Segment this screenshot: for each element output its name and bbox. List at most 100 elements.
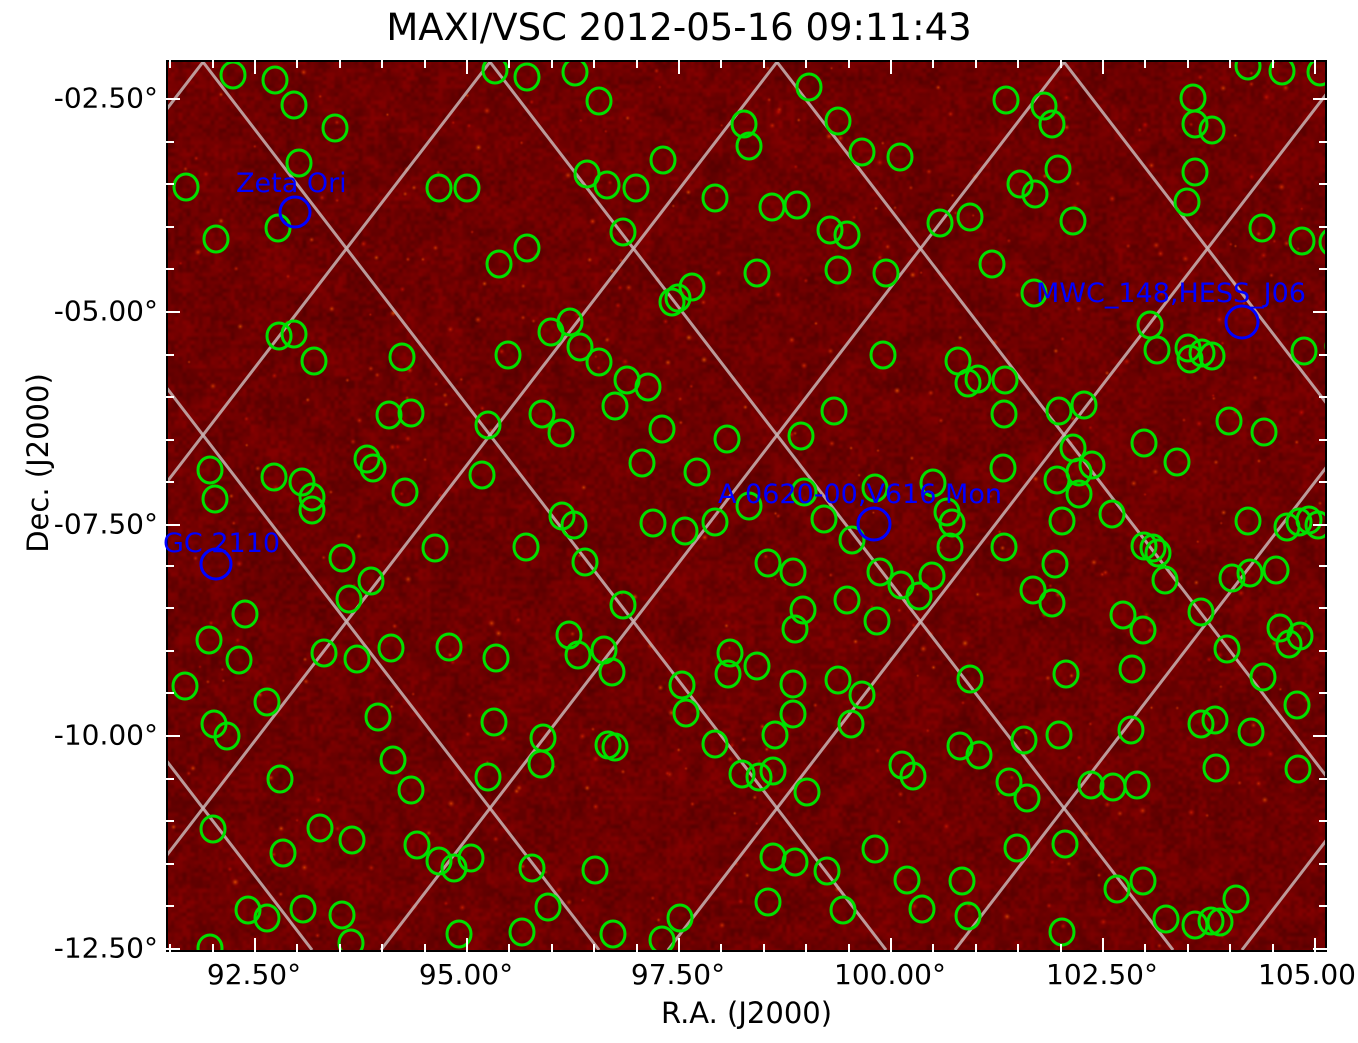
- source-circle: [790, 477, 818, 507]
- source-circle: [683, 457, 711, 487]
- source-circle: [1041, 549, 1069, 579]
- source-circle: [1144, 538, 1172, 568]
- source-circle: [1099, 772, 1127, 802]
- source-circle: [474, 762, 502, 792]
- source-circle: [481, 62, 509, 85]
- axis-tick: [1186, 60, 1189, 68]
- source-circle: [1052, 659, 1080, 689]
- source-circle: [196, 933, 224, 950]
- source-circle: [795, 72, 823, 102]
- source-circle: [1234, 62, 1262, 81]
- axis-tick: [166, 607, 174, 610]
- source-circle: [601, 732, 629, 762]
- source-circle: [861, 473, 889, 503]
- source-circle: [1006, 169, 1034, 199]
- source-circle: [759, 756, 787, 786]
- source-circle: [609, 217, 637, 247]
- axis-tick: [466, 60, 468, 74]
- source-circle: [956, 664, 984, 694]
- source-circle: [613, 365, 641, 395]
- axis-tick: [1313, 524, 1327, 526]
- source-circle: [743, 258, 771, 288]
- source-circle: [1215, 406, 1243, 436]
- source-circle: [793, 777, 821, 807]
- source-circle: [1197, 906, 1225, 936]
- source-circle: [1268, 62, 1296, 86]
- axis-tick: [381, 944, 384, 952]
- source-circle: [518, 853, 546, 883]
- source-circle: [1123, 770, 1151, 800]
- axis-tick: [296, 60, 299, 68]
- source-circle: [779, 669, 807, 699]
- source-circle: [440, 853, 468, 883]
- axis-tick: [166, 438, 174, 441]
- source-circle: [1044, 154, 1072, 184]
- source-circle: [1038, 109, 1066, 139]
- sky-image-panel[interactable]: [166, 60, 1327, 952]
- source-circle: [1109, 600, 1137, 630]
- catalog-label-a0620-00-v616-mon: A 0620-00,V616 Mon: [718, 479, 1002, 510]
- source-circle: [391, 477, 419, 507]
- source-circle: [310, 638, 338, 668]
- source-circle: [298, 482, 326, 512]
- source-circle: [758, 192, 786, 222]
- source-circle: [905, 581, 933, 611]
- source-circle: [816, 215, 844, 245]
- source-circle: [848, 680, 876, 710]
- source-circle: [824, 106, 852, 136]
- source-circle: [379, 745, 407, 775]
- catalog-circle-a0620-00-v616-mon[interactable]: [856, 506, 892, 542]
- source-circle: [1306, 62, 1325, 87]
- source-circle: [918, 561, 946, 591]
- axis-tick: [1271, 60, 1274, 68]
- source-circle: [288, 467, 316, 497]
- axis-tick: [678, 938, 680, 952]
- source-overlay: [168, 62, 1325, 950]
- source-circle: [513, 233, 541, 263]
- source-circle: [474, 410, 502, 440]
- axis-tick: [211, 60, 214, 68]
- source-circle: [527, 749, 555, 779]
- source-circle: [1201, 705, 1229, 735]
- axis-tick: [847, 60, 850, 68]
- source-circle: [1318, 229, 1325, 255]
- source-circle: [494, 340, 522, 370]
- axis-tick: [1059, 60, 1062, 68]
- source-circle: [789, 595, 817, 625]
- source-circle: [388, 342, 416, 372]
- source-circle: [593, 170, 621, 200]
- axis-tick: [805, 60, 808, 68]
- catalog-circle-mwc-148-hess-j06[interactable]: [1224, 304, 1260, 340]
- source-circle: [713, 424, 741, 454]
- x-tick-label: 95.00°: [418, 958, 514, 991]
- source-circle: [926, 208, 954, 238]
- source-circle: [1198, 115, 1226, 145]
- x-axis-title: R.A. (J2000): [660, 996, 833, 1030]
- source-circle: [171, 671, 199, 701]
- axis-tick: [466, 938, 468, 952]
- source-circle: [1098, 499, 1126, 529]
- source-circle: [298, 495, 326, 525]
- source-circle: [754, 887, 782, 917]
- catalog-circle-zeta-ori[interactable]: [278, 195, 312, 229]
- axis-tick: [1313, 98, 1327, 100]
- source-circle: [585, 347, 613, 377]
- axis-tick: [1319, 183, 1327, 186]
- source-circle: [253, 687, 281, 717]
- source-circle: [995, 767, 1023, 797]
- axis-tick: [1059, 944, 1062, 952]
- source-circle: [425, 846, 453, 876]
- source-circle: [639, 508, 667, 538]
- source-circle: [264, 213, 292, 243]
- axis-tick: [932, 944, 935, 952]
- source-circle: [1013, 783, 1041, 813]
- catalog-circle-ngc-2110[interactable]: [199, 547, 233, 581]
- axis-tick: [211, 944, 214, 952]
- source-circle: [1019, 575, 1047, 605]
- source-circle: [1250, 417, 1278, 447]
- source-circle: [1295, 505, 1323, 535]
- axis-tick: [1319, 225, 1327, 228]
- source-circle: [1117, 715, 1145, 745]
- source-circle: [321, 113, 349, 143]
